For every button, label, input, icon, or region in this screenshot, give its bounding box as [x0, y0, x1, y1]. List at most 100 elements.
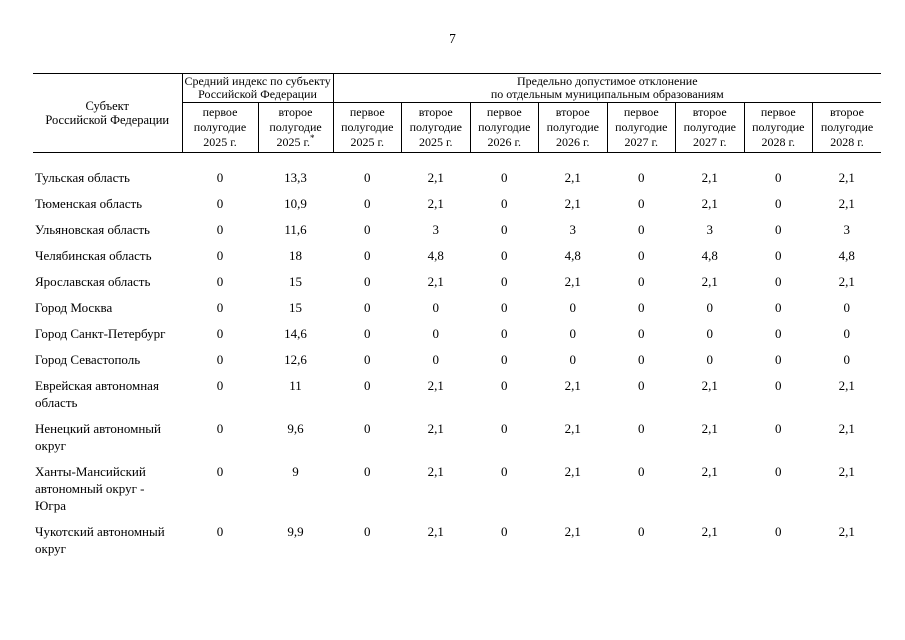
- period-header: первое полугодие 2025 г.: [332, 102, 403, 153]
- region-name: Тульская область: [35, 170, 130, 185]
- cell-value: 2,1: [838, 196, 855, 211]
- cell-value: 9,6: [287, 421, 304, 436]
- cell-value: 4,8: [564, 248, 581, 263]
- cell-value: 2,1: [701, 274, 718, 289]
- cell-value: 0: [216, 524, 224, 539]
- period-header: второе полугодие 2026 г.: [538, 102, 608, 153]
- cell-value: 0: [775, 352, 782, 367]
- group-header-average-index: Средний индекс по субъекту Российской Фе…: [181, 73, 334, 103]
- cell-value: 0: [216, 326, 224, 341]
- cell-value: 0: [432, 326, 440, 341]
- cell-value: 18: [289, 248, 302, 263]
- footnote-marker: *: [310, 133, 315, 143]
- cell-value: 0: [775, 222, 782, 237]
- cell-value: 2,1: [427, 464, 444, 479]
- region-name: Ульяновская область: [35, 222, 150, 237]
- cell-value: 0: [501, 378, 508, 393]
- cell-value: 0: [843, 352, 851, 367]
- period-header: первое полугодие 2028 г.: [743, 102, 814, 153]
- cell-value: 0: [775, 248, 782, 263]
- region-name: Еврейская автономная область: [35, 378, 159, 410]
- cell-value: 0: [775, 274, 782, 289]
- cell-value: 2,1: [564, 421, 581, 436]
- cell-value: 0: [216, 421, 224, 436]
- cell-value: 0: [638, 274, 645, 289]
- cell-value: 2,1: [564, 274, 581, 289]
- cell-value: 11,6: [284, 222, 307, 237]
- cell-value: 0: [364, 378, 371, 393]
- cell-value: 0: [638, 196, 645, 211]
- cell-value: 2,1: [564, 464, 581, 479]
- cell-value: 0: [364, 222, 371, 237]
- table-header: Субъект Российской Федерации Средний инд…: [33, 73, 882, 153]
- cell-value: 0: [216, 196, 224, 211]
- table-row: Еврейская автономная область 0 11 0 2,1 …: [33, 377, 881, 420]
- column-header-subject: Субъект Российской Федерации: [33, 73, 183, 153]
- cell-value: 13,3: [284, 170, 307, 185]
- cell-value: 0: [501, 300, 508, 315]
- cell-value: 0: [843, 326, 851, 341]
- cell-value: 0: [501, 352, 508, 367]
- cell-value: 0: [775, 464, 782, 479]
- cell-value: 2,1: [427, 378, 444, 393]
- table-row: Город Москва 0 15 0 0 0 0 0 0 0 0: [33, 299, 881, 325]
- cell-value: 2,1: [427, 421, 444, 436]
- cell-value: 0: [364, 352, 371, 367]
- cell-value: 0: [501, 464, 508, 479]
- cell-value: 9: [292, 464, 299, 479]
- cell-value: 2,1: [701, 196, 718, 211]
- table-row: Тульская область 0 13,3 0 2,1 0 2,1 0 2,…: [33, 153, 881, 196]
- subject-line2: Российской Федерации: [45, 113, 170, 127]
- period-header: второе полугодие 2025 г.: [401, 102, 471, 153]
- table-row: Ярославская область 0 15 0 2,1 0 2,1 0 2…: [33, 273, 881, 299]
- table-row: Ненецкий автономный округ 0 9,6 0 2,1 0 …: [33, 420, 881, 463]
- subject-line1: Субъект: [85, 99, 130, 113]
- cell-value: 0: [432, 300, 440, 315]
- cell-value: 0: [216, 222, 224, 237]
- group-header-max-deviation: Предельно допустимое отклонение по отдел…: [332, 73, 882, 103]
- period-header: второе полугодие 2028 г.: [812, 102, 882, 153]
- cell-value: 0: [638, 421, 645, 436]
- cell-value: 2,1: [838, 378, 855, 393]
- region-name: Ненецкий автономный округ: [35, 421, 162, 453]
- cell-value: 2,1: [564, 170, 581, 185]
- cell-value: 0: [638, 248, 645, 263]
- cell-value: 4,8: [838, 248, 855, 263]
- period-header: первое полугодие 2026 г.: [469, 102, 540, 153]
- region-name: Город Москва: [35, 300, 113, 315]
- period-header: первое полугодие 2027 г.: [606, 102, 677, 153]
- cell-value: 0: [501, 196, 508, 211]
- cell-value: 2,1: [701, 524, 718, 539]
- cell-value: 0: [638, 464, 645, 479]
- cell-value: 0: [569, 300, 577, 315]
- cell-value: 0: [638, 170, 645, 185]
- region-name: Тюменская область: [35, 196, 143, 211]
- period-header: второе полугодие 2027 г.: [675, 102, 745, 153]
- table-row: Ульяновская область 0 11,6 0 3 0 3 0 3 0…: [33, 221, 881, 247]
- table-row: Город Севастополь 0 12,6 0 0 0 0 0 0 0 0: [33, 351, 881, 377]
- cell-value: 2,1: [838, 421, 855, 436]
- region-name: Чукотский автономный округ: [35, 524, 165, 556]
- cell-value: 0: [638, 378, 645, 393]
- region-name: Ханты-Мансийский автономный округ - Югра: [35, 464, 146, 513]
- table-body: Тульская область 0 13,3 0 2,1 0 2,1 0 2,…: [33, 153, 881, 567]
- cell-value: 2,1: [564, 378, 581, 393]
- cell-value: 0: [432, 352, 440, 367]
- cell-value: 0: [364, 196, 371, 211]
- cell-value: 14,6: [284, 326, 307, 341]
- cell-value: 0: [775, 196, 782, 211]
- cell-value: 0: [569, 326, 577, 341]
- cell-value: 3: [569, 222, 577, 237]
- cell-value: 0: [216, 464, 224, 479]
- cell-value: 0: [216, 274, 224, 289]
- cell-value: 0: [364, 274, 371, 289]
- cell-value: 0: [638, 524, 645, 539]
- cell-value: 0: [706, 352, 714, 367]
- cell-value: 0: [501, 326, 508, 341]
- cell-value: 0: [501, 222, 508, 237]
- cell-value: 0: [706, 300, 714, 315]
- cell-value: 2,1: [427, 524, 444, 539]
- cell-value: 2,1: [427, 274, 444, 289]
- cell-value: 0: [216, 170, 224, 185]
- table-row: Челябинская область 0 18 0 4,8 0 4,8 0 4…: [33, 247, 881, 273]
